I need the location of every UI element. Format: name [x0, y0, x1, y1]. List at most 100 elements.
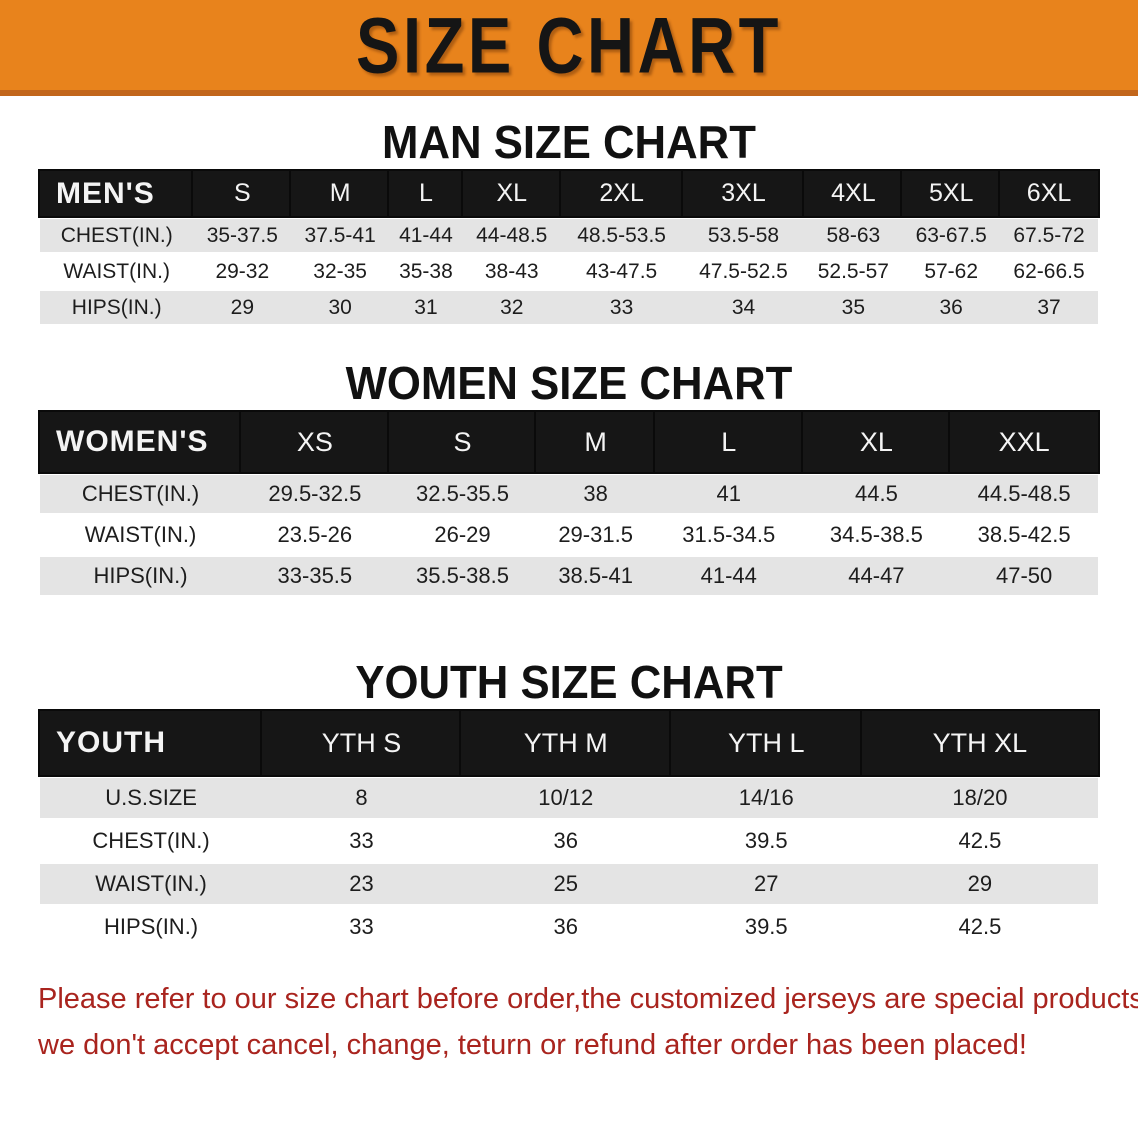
size-value: 39.5	[670, 907, 862, 947]
column-header: L	[389, 171, 463, 216]
row-label: WAIST(IN.)	[40, 864, 263, 904]
size-value: 63-67.5	[902, 219, 1001, 252]
column-header: M	[536, 412, 655, 472]
youth-header-label: YOUTH	[40, 711, 263, 775]
column-header: S	[193, 171, 292, 216]
size-value: 27	[670, 864, 862, 904]
size-value: 36	[460, 907, 671, 947]
women-hips-row: HIPS(IN.) 33-35.5 35.5-38.5 38.5-41 41-4…	[40, 557, 1098, 595]
size-value: 35.5-38.5	[388, 557, 537, 595]
women-chest-row: CHEST(IN.) 29.5-32.5 32.5-35.5 38 41 44.…	[40, 475, 1098, 513]
women-waist-row: WAIST(IN.) 23.5-26 26-29 29-31.5 31.5-34…	[40, 516, 1098, 554]
youth-chest-row: CHEST(IN.) 33 36 39.5 42.5	[40, 821, 1098, 861]
disclaimer-line: Please refer to our size chart before or…	[38, 983, 1138, 1015]
row-label: HIPS(IN.)	[40, 291, 194, 324]
men-hips-row: HIPS(IN.) 29 30 31 32 33 34 35 36 37	[40, 291, 1098, 324]
size-value: 52.5-57	[804, 255, 903, 288]
size-value: 38.5-42.5	[950, 516, 1098, 554]
women-size-table: WOMEN'S XS S M L XL XXL CHEST(IN.) 29.5-…	[40, 409, 1098, 598]
size-value: 44.5	[802, 475, 951, 513]
men-header-label: MEN'S	[40, 171, 194, 216]
column-header: 2XL	[560, 171, 683, 216]
youth-header-row: YOUTH YTH S YTH M YTH L YTH XL	[40, 711, 1098, 775]
size-value: 34	[682, 291, 805, 324]
size-value: 36	[902, 291, 1001, 324]
size-value: 35-37.5	[193, 219, 292, 252]
size-value: 44-47	[802, 557, 951, 595]
size-chart-banner: SIZE CHART	[0, 0, 1138, 96]
column-header: YTH XL	[861, 711, 1098, 775]
row-label: CHEST(IN.)	[40, 219, 194, 252]
size-value: 32	[462, 291, 561, 324]
size-value: 35	[804, 291, 903, 324]
size-value: 26-29	[388, 516, 537, 554]
size-value: 42.5	[861, 821, 1098, 861]
column-header: YTH M	[460, 711, 671, 775]
women-section-heading: WOMEN SIZE CHART	[345, 357, 793, 409]
size-value: 53.5-58	[682, 219, 805, 252]
size-value: 44.5-48.5	[950, 475, 1098, 513]
banner-title: SIZE CHART	[356, 1, 782, 89]
size-value: 41	[654, 475, 803, 513]
size-value: 33	[262, 821, 461, 861]
disclaimer: Please refer to our size chart before or…	[38, 976, 1138, 1068]
column-header: XXL	[950, 412, 1098, 472]
size-value: 29-32	[193, 255, 292, 288]
row-label: WAIST(IN.)	[40, 516, 242, 554]
row-label: HIPS(IN.)	[40, 907, 263, 947]
size-value: 38	[536, 475, 655, 513]
youth-waist-row: WAIST(IN.) 23 25 27 29	[40, 864, 1098, 904]
row-label: U.S.SIZE	[40, 778, 263, 818]
size-value: 47.5-52.5	[682, 255, 805, 288]
size-value: 48.5-53.5	[560, 219, 683, 252]
column-header: L	[654, 412, 803, 472]
size-value: 29.5-32.5	[241, 475, 389, 513]
row-label: HIPS(IN.)	[40, 557, 242, 595]
size-value: 25	[460, 864, 671, 904]
size-value: 10/12	[460, 778, 671, 818]
men-chest-row: CHEST(IN.) 35-37.5 37.5-41 41-44 44-48.5…	[40, 219, 1098, 252]
size-value: 43-47.5	[560, 255, 683, 288]
size-value: 33-35.5	[241, 557, 389, 595]
size-value: 35-38	[389, 255, 463, 288]
man-section-heading: MAN SIZE CHART	[382, 116, 756, 168]
size-value: 18/20	[861, 778, 1098, 818]
size-value: 62-66.5	[1000, 255, 1098, 288]
row-label: CHEST(IN.)	[40, 475, 242, 513]
column-header: M	[291, 171, 390, 216]
column-header: XL	[462, 171, 561, 216]
size-value: 67.5-72	[1000, 219, 1098, 252]
size-value: 47-50	[950, 557, 1098, 595]
size-value: 29-31.5	[536, 516, 655, 554]
size-value: 8	[262, 778, 461, 818]
size-value: 32.5-35.5	[388, 475, 537, 513]
column-header: 6XL	[1000, 171, 1098, 216]
size-value: 23	[262, 864, 461, 904]
size-value: 38.5-41	[536, 557, 655, 595]
size-value: 34.5-38.5	[802, 516, 951, 554]
youth-ussize-row: U.S.SIZE 8 10/12 14/16 18/20	[40, 778, 1098, 818]
size-value: 44-48.5	[462, 219, 561, 252]
size-value: 31.5-34.5	[654, 516, 803, 554]
youth-hips-row: HIPS(IN.) 33 36 39.5 42.5	[40, 907, 1098, 947]
size-value: 14/16	[670, 778, 862, 818]
column-header: YTH L	[670, 711, 862, 775]
row-label: CHEST(IN.)	[40, 821, 263, 861]
column-header: 4XL	[804, 171, 903, 216]
size-value: 32-35	[291, 255, 390, 288]
size-value: 36	[460, 821, 671, 861]
size-value: 33	[262, 907, 461, 947]
row-label: WAIST(IN.)	[40, 255, 194, 288]
size-value: 37.5-41	[291, 219, 390, 252]
size-value: 41-44	[654, 557, 803, 595]
size-value: 39.5	[670, 821, 862, 861]
column-header: XS	[241, 412, 389, 472]
size-value: 42.5	[861, 907, 1098, 947]
size-value: 30	[291, 291, 390, 324]
column-header: 5XL	[902, 171, 1001, 216]
size-value: 29	[861, 864, 1098, 904]
size-value: 29	[193, 291, 292, 324]
size-value: 41-44	[389, 219, 463, 252]
youth-section-heading: YOUTH SIZE CHART	[355, 656, 783, 708]
